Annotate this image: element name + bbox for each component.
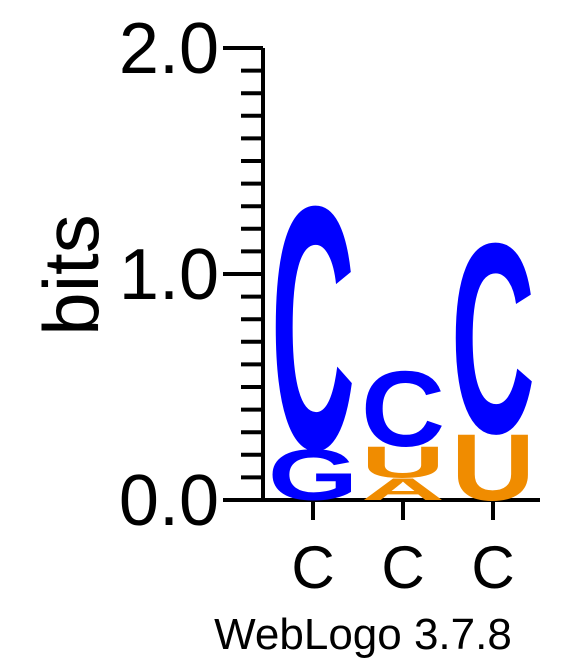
x-tick-label: C: [471, 534, 514, 601]
logo-letter-c: C: [271, 134, 355, 522]
logo-letter-glyph: U: [361, 437, 445, 487]
y-axis-label: bits: [27, 214, 115, 335]
logo-letter-a: A: [361, 472, 445, 507]
logo-letter-glyph: G: [268, 434, 358, 516]
logo-letter-glyph: A: [361, 472, 445, 507]
logo-letter-g: G: [268, 434, 358, 516]
letter-stacks: GC AUC UC: [268, 134, 535, 522]
weblogo-credit: WebLogo 3.7.8: [214, 610, 512, 659]
logo-letter-u: U: [361, 437, 445, 487]
x-tick-label: C: [291, 534, 334, 601]
logo-letter-c: C: [451, 188, 535, 491]
y-axis: 0.0 1.0 2.0: [119, 9, 265, 541]
y-tick-label: 1.0: [119, 235, 219, 315]
logo-letter-u: U: [451, 415, 535, 520]
logo-letter-glyph: C: [451, 188, 535, 491]
x-tick-label: C: [381, 534, 424, 601]
logo-letter-glyph: U: [451, 415, 535, 520]
y-tick-label: 0.0: [119, 461, 219, 541]
y-tick-label: 2.0: [119, 9, 219, 89]
logo-letter-c: C: [361, 349, 445, 469]
logo-letter-glyph: C: [271, 134, 355, 522]
logo-letter-glyph: C: [361, 349, 445, 469]
